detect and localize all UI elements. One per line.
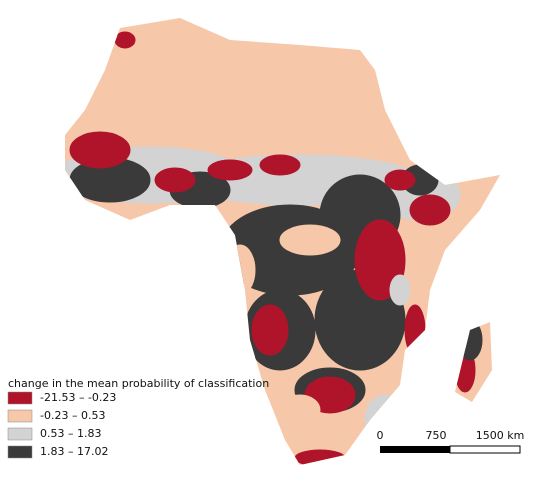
region xyxy=(114,31,136,49)
legend-swatch xyxy=(7,427,33,441)
legend-swatch xyxy=(7,391,33,405)
region xyxy=(279,224,341,256)
region xyxy=(384,169,416,191)
scale-segment xyxy=(449,445,521,454)
region xyxy=(279,394,321,426)
region xyxy=(404,304,426,356)
scale-segment xyxy=(380,446,450,453)
legend-label: -21.53 – -0.23 xyxy=(40,391,116,404)
region xyxy=(389,274,411,306)
region xyxy=(251,304,289,356)
region xyxy=(457,319,483,361)
scale-label: 0 xyxy=(377,429,384,442)
scale-label: 750 xyxy=(426,429,447,442)
scale-bar: 0 750 1500 km xyxy=(377,429,525,454)
region xyxy=(409,194,451,226)
region xyxy=(69,131,131,169)
legend-title: change in the mean probability of classi… xyxy=(8,377,269,390)
region xyxy=(207,159,253,181)
region xyxy=(259,154,301,176)
legend: change in the mean probability of classi… xyxy=(7,377,269,459)
scale-label: 1500 km xyxy=(476,429,525,442)
region xyxy=(224,244,256,296)
region xyxy=(294,449,346,465)
legend-label: -0.23 – 0.53 xyxy=(40,409,105,422)
legend-label: 0.53 – 1.83 xyxy=(40,427,101,440)
region xyxy=(154,167,196,193)
legend-swatch xyxy=(7,409,33,423)
region xyxy=(364,394,406,446)
legend-label: 1.83 – 17.02 xyxy=(40,445,108,458)
legend-swatch xyxy=(7,445,33,459)
